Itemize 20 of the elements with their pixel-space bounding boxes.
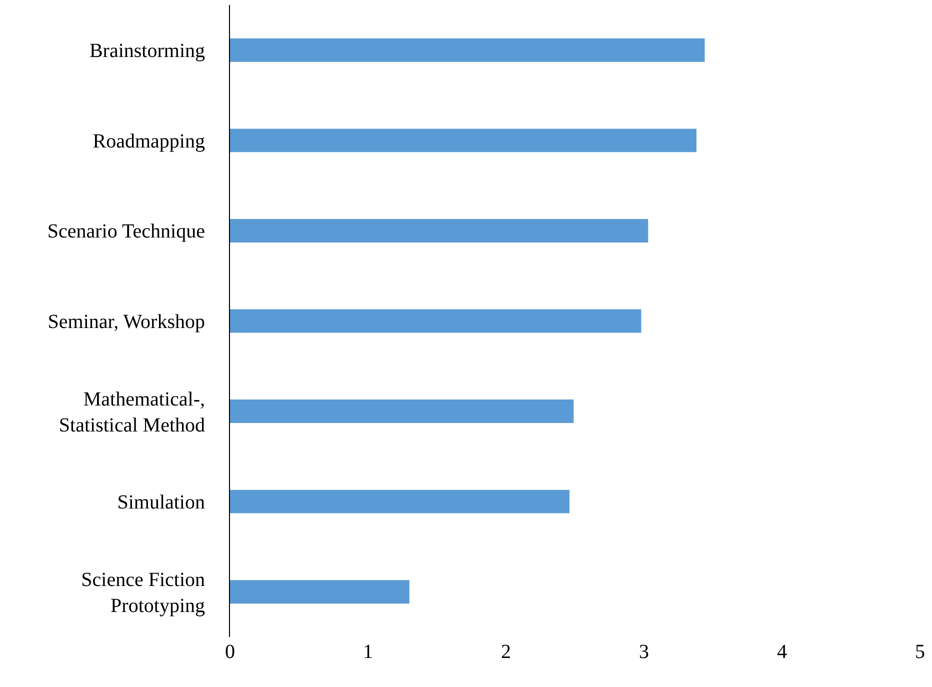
x-tick-label: 0 bbox=[225, 641, 235, 663]
y-tick-label: Brainstorming bbox=[89, 40, 205, 62]
x-tick-label: 1 bbox=[363, 641, 373, 663]
y-tick-label: Roadmapping bbox=[92, 130, 205, 152]
bar bbox=[230, 490, 570, 514]
bar bbox=[230, 309, 642, 333]
y-tick-label: Seminar, Workshop bbox=[48, 311, 205, 333]
y-tick-label: Scenario Technique bbox=[47, 220, 206, 243]
bar bbox=[230, 38, 705, 62]
x-tick-label: 5 bbox=[915, 641, 925, 663]
y-tick-label: Science Fiction Prototyping bbox=[81, 568, 205, 617]
x-tick-label: 3 bbox=[639, 641, 649, 663]
y-tick-label: Mathematical-, Statistical Method bbox=[58, 388, 205, 436]
bar bbox=[230, 400, 574, 424]
bar bbox=[230, 128, 696, 152]
x-tick-label: 2 bbox=[501, 641, 511, 663]
bar bbox=[230, 218, 648, 242]
x-tick-label: 4 bbox=[777, 641, 787, 663]
y-tick-label: Simulation bbox=[117, 492, 205, 514]
bar bbox=[230, 580, 410, 604]
